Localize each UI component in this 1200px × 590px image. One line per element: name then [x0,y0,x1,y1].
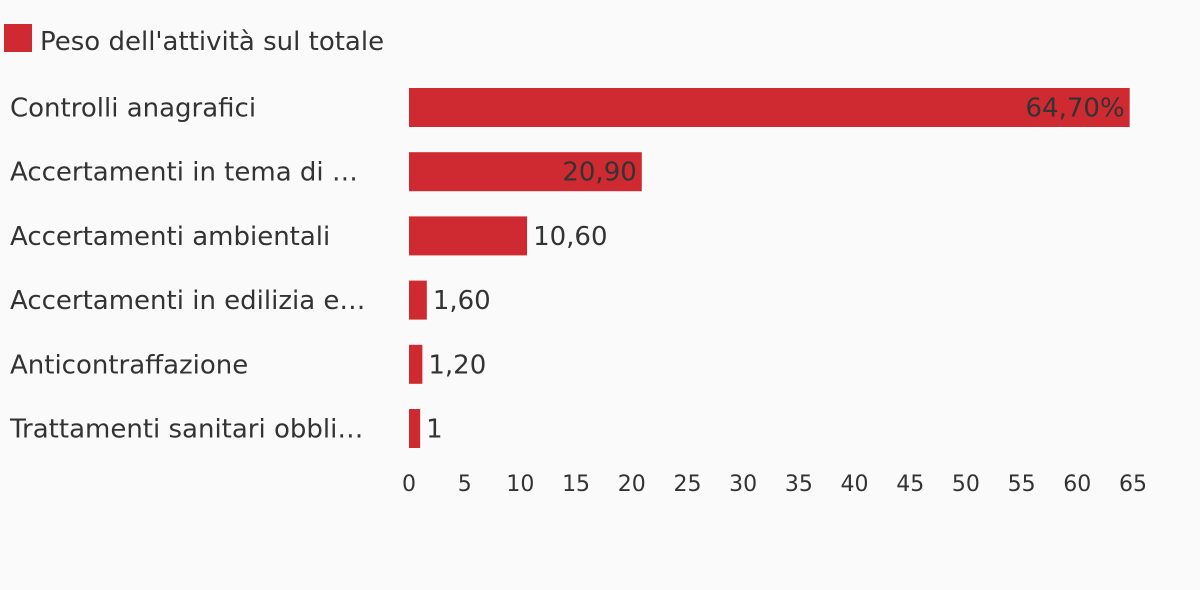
x-tick-label: 0 [402,472,416,497]
bars [409,88,1130,448]
x-tick-label: 25 [673,472,701,497]
x-tick-label: 60 [1063,472,1091,497]
x-tick-label: 55 [1008,472,1036,497]
category-label: Accertamenti ambientali [10,222,330,252]
x-tick-label: 65 [1119,472,1147,497]
data-label: 20,90 [562,158,636,188]
data-label: 64,70% [1026,94,1125,124]
legend-swatch [4,24,32,52]
value-labels: 64,70% 20,90 10,60 1,60 1,20 1 [426,94,1125,445]
data-label: 10,60 [533,222,607,252]
legend: Peso dell'attività sul totale [4,24,384,57]
bar [409,88,1130,127]
x-tick-label: 30 [729,472,757,497]
data-label: 1,60 [433,286,491,316]
category-label: Trattamenti sanitari obbli… [9,415,363,445]
x-tick-label: 10 [506,472,534,497]
category-label: Controlli anagrafici [10,94,256,124]
data-label: 1,20 [428,350,486,380]
category-label: Anticontraffazione [10,350,248,380]
bar [409,152,642,192]
x-tick-label: 20 [618,472,646,497]
category-label: Accertamenti in tema di … [10,158,358,188]
x-axis: 0 5 10 15 20 25 30 35 40 45 50 55 60 65 [402,472,1147,497]
data-label: 1 [426,415,443,445]
category-label: Accertamenti in edilizia e… [10,286,365,316]
x-tick-label: 35 [785,472,813,497]
x-tick-label: 40 [841,472,869,497]
bar [409,344,423,384]
bar [409,216,528,256]
legend-label: Peso dell'attività sul totale [40,27,384,57]
x-tick-label: 45 [896,472,924,497]
bar [409,280,427,320]
x-tick-label: 15 [562,472,590,497]
bar [409,409,421,448]
x-tick-label: 50 [952,472,980,497]
x-tick-label: 5 [458,472,472,497]
category-labels: Controlli anagrafici Accertamenti in tema… [9,94,365,445]
